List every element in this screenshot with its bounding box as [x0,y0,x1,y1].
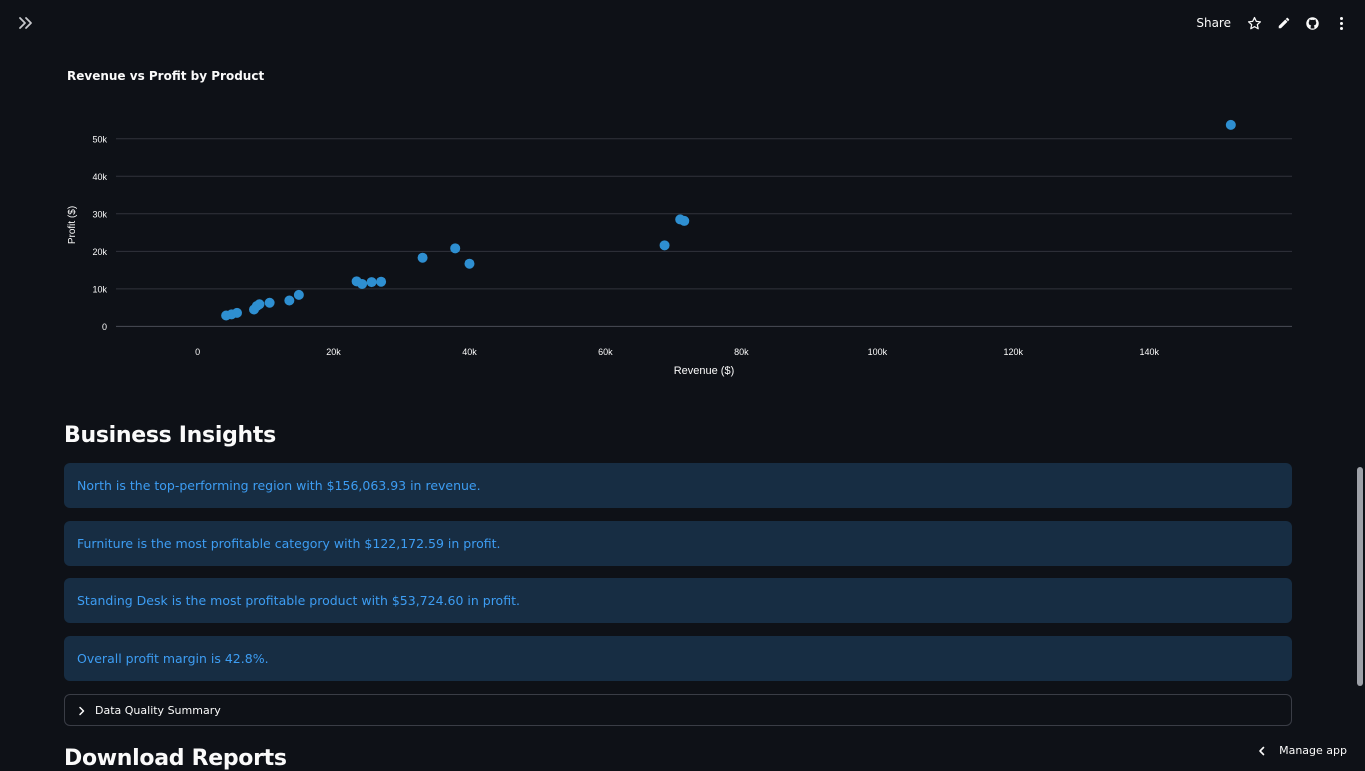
y-axis-title: Profit ($) [67,206,78,244]
scatter-point [376,277,386,287]
share-button[interactable]: Share [1196,16,1231,30]
insight-alert-product: Standing Desk is the most profitable pro… [64,578,1292,623]
scatter-point [254,299,264,309]
x-tick-label: 120k [1004,347,1024,357]
download-reports-heading: Download Reports [64,746,287,771]
expander-label: Data Quality Summary [95,704,221,717]
insight-alert-region: North is the top-performing region with … [64,463,1292,508]
data-quality-expander[interactable]: Data Quality Summary [64,694,1292,726]
scatter-point [1226,120,1236,130]
y-tick-label: 30k [92,209,107,219]
x-tick-label: 0 [195,347,200,357]
x-axis-title: Revenue ($) [674,365,735,377]
y-tick-label: 0 [102,322,107,332]
x-tick-label: 100k [868,347,888,357]
x-tick-label: 40k [462,347,477,357]
insight-alert-margin: Overall profit margin is 42.8%. [64,636,1292,681]
sidebar-expand-icon[interactable] [16,13,36,33]
y-tick-label: 10k [92,284,107,294]
scatter-point [367,277,377,287]
manage-app-button[interactable]: Manage app [1245,733,1365,767]
scatter-point [464,259,474,269]
github-icon[interactable] [1305,16,1320,31]
insight-text: North is the top-performing region with … [77,478,481,493]
manage-app-label: Manage app [1279,744,1347,757]
insight-text: Overall profit margin is 42.8%. [77,651,269,666]
edit-icon[interactable] [1276,16,1291,31]
scatter-point [450,243,460,253]
scatter-point [232,308,242,318]
top-header: Share [0,0,1365,46]
scatter-point [679,216,689,226]
scatter-point [265,298,275,308]
x-tick-label: 140k [1139,347,1159,357]
chevron-left-icon [1257,741,1267,760]
insight-text: Standing Desk is the most profitable pro… [77,593,520,608]
scatter-point [294,290,304,300]
scatter-chart[interactable]: 0 10k 20k 30k 40k 50k 0 20k 40k 60k 80k 100k 120k 140… [60,100,1300,385]
x-tick-label: 20k [326,347,341,357]
x-tick-label: 60k [598,347,613,357]
x-tick-label: 80k [734,347,749,357]
chevron-right-icon [77,701,87,720]
insight-alert-category: Furniture is the most profitable categor… [64,521,1292,566]
scatter-point [418,253,428,263]
page-scrollbar[interactable] [1357,467,1363,686]
insight-text: Furniture is the most profitable categor… [77,536,500,551]
business-insights-heading: Business Insights [64,423,276,448]
y-tick-label: 40k [92,172,107,182]
scatter-point [357,279,367,289]
scatter-point [284,295,294,305]
y-tick-label: 20k [92,247,107,257]
scatter-point [660,240,670,250]
header-toolbar: Share [1196,12,1349,34]
more-vert-icon[interactable] [1334,16,1349,31]
star-icon[interactable] [1247,16,1262,31]
y-tick-label: 50k [92,134,107,144]
chart-title: Revenue vs Profit by Product [67,69,264,83]
